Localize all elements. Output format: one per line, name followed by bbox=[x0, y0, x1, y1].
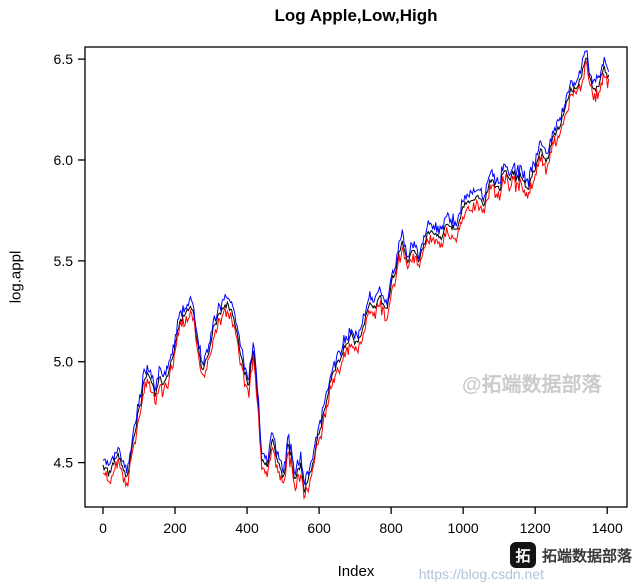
x-tick-label: 1400 bbox=[592, 520, 623, 536]
x-tick-label: 0 bbox=[99, 520, 107, 536]
watermark-badge: 拓 拓端数据部落 bbox=[509, 542, 632, 568]
watermark-mid: @拓端数据部落 bbox=[462, 374, 602, 396]
x-tick-label: 1000 bbox=[448, 520, 479, 536]
series-low-line bbox=[102, 60, 610, 500]
series-close-line bbox=[102, 57, 610, 493]
chart-title: Log Apple,Low,High bbox=[274, 6, 438, 25]
y-tick-label: 4.5 bbox=[54, 455, 74, 471]
y-tick-label: 6.0 bbox=[54, 152, 74, 168]
y-tick-label: 6.5 bbox=[54, 51, 74, 67]
series-high-line bbox=[102, 49, 610, 486]
watermark-badge-text: 拓端数据部落 bbox=[541, 547, 632, 565]
plot-box bbox=[84, 46, 628, 508]
x-tick-label: 800 bbox=[379, 520, 403, 536]
x-tick-label: 200 bbox=[163, 520, 187, 536]
x-tick-label: 600 bbox=[307, 520, 331, 536]
y-tick-label: 5.0 bbox=[54, 354, 74, 370]
x-tick-label: 1200 bbox=[520, 520, 551, 536]
x-tick-label: 400 bbox=[235, 520, 259, 536]
y-tick-label: 5.5 bbox=[54, 253, 74, 269]
watermark-url: https://blog.csdn.net bbox=[418, 566, 544, 582]
x-axis-label: Index bbox=[337, 563, 375, 580]
brand-logo-icon: 拓 bbox=[509, 542, 536, 568]
y-axis-label: log.appl bbox=[7, 250, 25, 304]
